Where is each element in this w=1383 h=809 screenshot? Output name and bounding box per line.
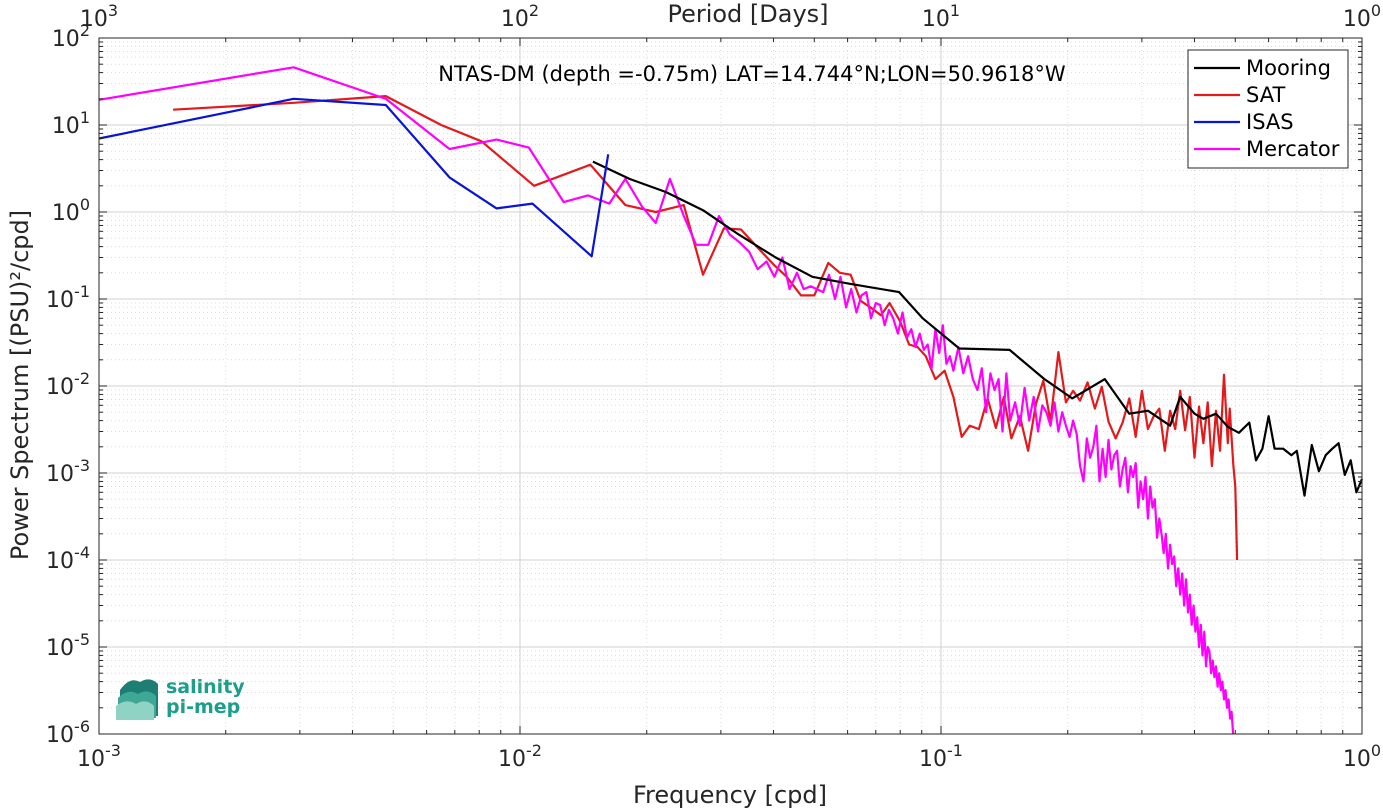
y-tick-labels: 102 101 100 10-1 10-2 10-3 10-4 10-5 10-6	[46, 21, 90, 748]
x-tick-labels: 10-3 10-2 10-1 100	[77, 741, 1381, 772]
x-tick-label: 10-2	[498, 741, 542, 772]
top-tick-label: 101	[922, 1, 960, 32]
legend-label-isas: ISAS	[1246, 110, 1294, 134]
x-tick-label: 10-3	[77, 741, 121, 772]
top-tick-labels: 103 102 101 100	[80, 1, 1381, 32]
y-tick-label: 10-4	[46, 543, 90, 574]
series-line-mooring	[592, 160, 1364, 497]
x-tick-label: 100	[1343, 741, 1381, 772]
top-tick-label: 100	[1343, 1, 1381, 32]
series-line-isas	[98, 97, 610, 258]
y-tick-label: 10-1	[46, 282, 90, 313]
y-tick-label: 100	[52, 195, 90, 226]
y-tick-label: 10-5	[46, 630, 90, 661]
y-tick-label: 10-6	[46, 717, 90, 748]
legend-label-mercator: Mercator	[1246, 137, 1340, 161]
logo-line2: pi-mep	[166, 696, 240, 718]
tick-marks	[98, 37, 1363, 735]
legend-label-mooring: Mooring	[1246, 56, 1331, 80]
legend: Mooring SAT ISAS Mercator	[1187, 49, 1349, 169]
logo-waves-icon	[116, 679, 158, 720]
top-tick-label: 103	[80, 1, 118, 32]
y-tick-label: 10-3	[46, 456, 90, 487]
y-tick-label: 10-2	[46, 369, 90, 400]
salinity-pi-mep-logo: salinity pi-mep	[116, 676, 245, 720]
y-tick-label: 102	[52, 21, 90, 52]
series-line-mercator	[98, 66, 1235, 735]
y-tick-label: 101	[52, 108, 90, 139]
logo-line1: salinity	[166, 676, 245, 698]
y-axis-label: Power Spectrum [(PSU)²/cpd]	[6, 210, 34, 560]
top-tick-label: 102	[501, 1, 539, 32]
x-axis-label: Frequency [cpd]	[633, 781, 827, 809]
chart-title: NTAS-DM (depth =-0.75m) LAT=14.744°N;LON…	[438, 62, 1066, 86]
series-layer	[98, 66, 1364, 735]
x-tick-label: 10-1	[919, 741, 963, 772]
legend-label-sat: SAT	[1246, 83, 1285, 107]
top-axis-label: Period [Days]	[667, 0, 828, 28]
